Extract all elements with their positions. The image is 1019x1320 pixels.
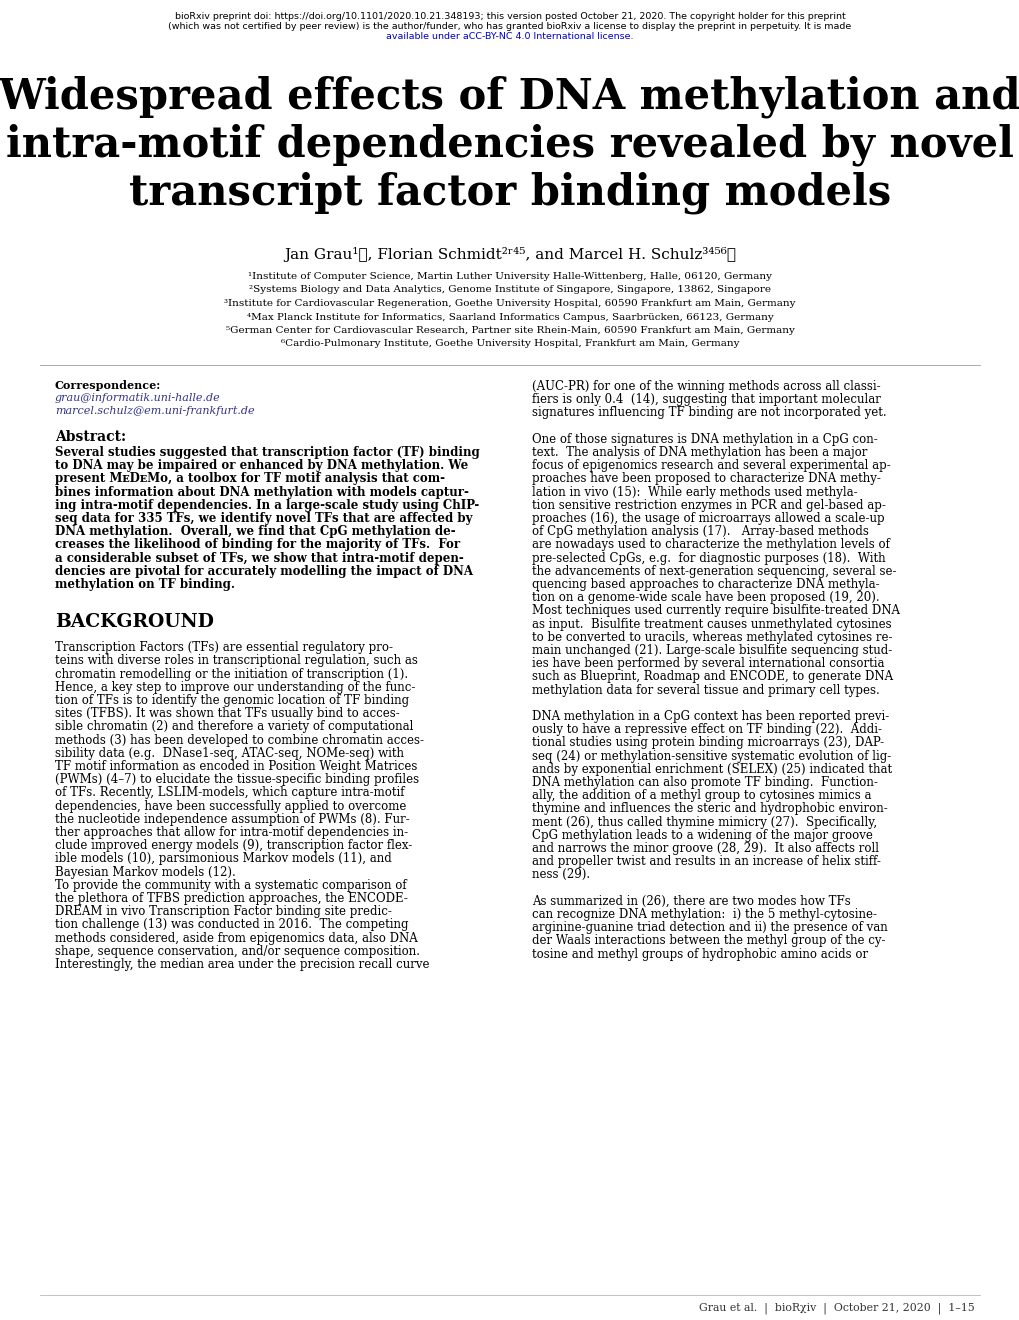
Text: methods considered, aside from epigenomics data, also DNA: methods considered, aside from epigenomi… xyxy=(55,932,418,945)
Text: of TFs. Recently, LSLIM-models, which capture intra-motif: of TFs. Recently, LSLIM-models, which ca… xyxy=(55,787,405,800)
Text: as input.  Bisulfite treatment causes unmethylated cytosines: as input. Bisulfite treatment causes unm… xyxy=(532,618,891,631)
Text: Widespread effects of DNA methylation and: Widespread effects of DNA methylation an… xyxy=(0,75,1019,117)
Text: ³Institute for Cardiovascular Regeneration, Goethe University Hospital, 60590 Fr: ³Institute for Cardiovascular Regenerati… xyxy=(224,300,795,308)
Text: such as Blueprint, Roadmap and ENCODE, to generate DNA: such as Blueprint, Roadmap and ENCODE, t… xyxy=(532,671,893,684)
Text: seq data for 335 TFs, we identify novel TFs that are affected by: seq data for 335 TFs, we identify novel … xyxy=(55,512,472,525)
Text: tion challenge (13) was conducted in 2016.  The competing: tion challenge (13) was conducted in 201… xyxy=(55,919,408,932)
Text: DREAM in vivo Transcription Factor binding site predic-: DREAM in vivo Transcription Factor bindi… xyxy=(55,906,391,919)
Text: DNA methylation in a CpG context has been reported previ-: DNA methylation in a CpG context has bee… xyxy=(532,710,889,723)
Text: Abstract:: Abstract: xyxy=(55,430,126,444)
Text: methods (3) has been developed to combine chromatin acces-: methods (3) has been developed to combin… xyxy=(55,734,424,747)
Text: arginine-guanine triad detection and ii) the presence of van: arginine-guanine triad detection and ii)… xyxy=(532,921,887,935)
Text: dencies are pivotal for accurately modelling the impact of DNA: dencies are pivotal for accurately model… xyxy=(55,565,473,578)
Text: der Waals interactions between the methyl group of the cy-: der Waals interactions between the methy… xyxy=(532,935,884,948)
Text: tion of TFs is to identify the genomic location of TF binding: tion of TFs is to identify the genomic l… xyxy=(55,694,409,708)
Text: main unchanged (21). Large-scale bisulfite sequencing stud-: main unchanged (21). Large-scale bisulfi… xyxy=(532,644,892,657)
Text: One of those signatures is DNA methylation in a CpG con-: One of those signatures is DNA methylati… xyxy=(532,433,877,446)
Text: ther approaches that allow for intra-motif dependencies in-: ther approaches that allow for intra-mot… xyxy=(55,826,408,840)
Text: TF motif information as encoded in Position Weight Matrices: TF motif information as encoded in Posit… xyxy=(55,760,417,774)
Text: and propeller twist and results in an increase of helix stiff-: and propeller twist and results in an in… xyxy=(532,855,880,869)
Text: tion sensitive restriction enzymes in PCR and gel-based ap-: tion sensitive restriction enzymes in PC… xyxy=(532,499,886,512)
Text: ⁴Max Planck Institute for Informatics, Saarland Informatics Campus, Saarbrücken,: ⁴Max Planck Institute for Informatics, S… xyxy=(247,313,772,322)
Text: of CpG methylation analysis (17).   Array-based methods: of CpG methylation analysis (17). Array-… xyxy=(532,525,868,539)
Text: creases the likelihood of binding for the majority of TFs.  For: creases the likelihood of binding for th… xyxy=(55,539,460,552)
Text: chromatin remodelling or the initiation of transcription (1).: chromatin remodelling or the initiation … xyxy=(55,668,408,681)
Text: proaches (16), the usage of microarrays allowed a scale-up: proaches (16), the usage of microarrays … xyxy=(532,512,883,525)
Text: Hence, a key step to improve our understanding of the func-: Hence, a key step to improve our underst… xyxy=(55,681,415,694)
Text: tional studies using protein binding microarrays (23), DAP-: tional studies using protein binding mic… xyxy=(532,737,883,750)
Text: clude improved energy models (9), transcription factor flex-: clude improved energy models (9), transc… xyxy=(55,840,412,853)
Text: proaches have been proposed to characterize DNA methy-: proaches have been proposed to character… xyxy=(532,473,880,486)
Text: methylation on TF binding.: methylation on TF binding. xyxy=(55,578,234,591)
Text: quencing based approaches to characterize DNA methyla-: quencing based approaches to characteriz… xyxy=(532,578,878,591)
Text: ²Systems Biology and Data Analytics, Genome Institute of Singapore, Singapore, 1: ²Systems Biology and Data Analytics, Gen… xyxy=(249,285,770,294)
Text: tosine and methyl groups of hydrophobic amino acids or: tosine and methyl groups of hydrophobic … xyxy=(532,948,867,961)
Text: the plethora of TFBS prediction approaches, the ENCODE-: the plethora of TFBS prediction approach… xyxy=(55,892,408,906)
Text: bines information about DNA methylation with models captur-: bines information about DNA methylation … xyxy=(55,486,469,499)
Text: Jan Grau¹✉, Florian Schmidt²ʳ⁴⁵, and Marcel H. Schulz³⁴⁵⁶✉: Jan Grau¹✉, Florian Schmidt²ʳ⁴⁵, and Mar… xyxy=(283,247,736,261)
Text: teins with diverse roles in transcriptional regulation, such as: teins with diverse roles in transcriptio… xyxy=(55,655,418,668)
Text: are nowadays used to characterize the methylation levels of: are nowadays used to characterize the me… xyxy=(532,539,889,552)
Text: transcript factor binding models: transcript factor binding models xyxy=(128,172,891,214)
Text: signatures influencing TF binding are not incorporated yet.: signatures influencing TF binding are no… xyxy=(532,407,886,420)
Text: Several studies suggested that transcription factor (TF) binding: Several studies suggested that transcrip… xyxy=(55,446,479,459)
Text: ing intra-motif dependencies. In a large-scale study using ChIP-: ing intra-motif dependencies. In a large… xyxy=(55,499,479,512)
Text: focus of epigenomics research and several experimental ap-: focus of epigenomics research and severa… xyxy=(532,459,890,473)
Text: present MᴇDᴇMo, a toolbox for TF motif analysis that com-: present MᴇDᴇMo, a toolbox for TF motif a… xyxy=(55,473,444,486)
Text: ally, the addition of a methyl group to cytosines mimics a: ally, the addition of a methyl group to … xyxy=(532,789,870,803)
Text: shape, sequence conservation, and/or sequence composition.: shape, sequence conservation, and/or seq… xyxy=(55,945,420,958)
Text: sible chromatin (2) and therefore a variety of computational: sible chromatin (2) and therefore a vari… xyxy=(55,721,413,734)
Text: lation in vivo (15):  While early methods used methyla-: lation in vivo (15): While early methods… xyxy=(532,486,857,499)
Text: seq (24) or methylation-sensitive systematic evolution of lig-: seq (24) or methylation-sensitive system… xyxy=(532,750,891,763)
Text: (PWMs) (4–7) to elucidate the tissue-specific binding profiles: (PWMs) (4–7) to elucidate the tissue-spe… xyxy=(55,774,419,787)
Text: DNA methylation.  Overall, we find that CpG methylation de-: DNA methylation. Overall, we find that C… xyxy=(55,525,455,539)
Text: to be converted to uracils, whereas methylated cytosines re-: to be converted to uracils, whereas meth… xyxy=(532,631,892,644)
Text: available under aCC-BY-NC 4.0 International license.: available under aCC-BY-NC 4.0 Internatio… xyxy=(386,32,633,41)
Text: fiers is only 0.4  (14), suggesting that important molecular: fiers is only 0.4 (14), suggesting that … xyxy=(532,393,880,407)
Text: sites (TFBS). It was shown that TFs usually bind to acces-: sites (TFBS). It was shown that TFs usua… xyxy=(55,708,399,721)
Text: Bayesian Markov models (12).: Bayesian Markov models (12). xyxy=(55,866,235,879)
Text: text.  The analysis of DNA methylation has been a major: text. The analysis of DNA methylation ha… xyxy=(532,446,866,459)
Text: Grau et al.  |  bioRχiv  |  October 21, 2020  |  1–15: Grau et al. | bioRχiv | October 21, 2020… xyxy=(699,1303,974,1315)
Text: ⁵German Center for Cardiovascular Research, Partner site Rhein-Main, 60590 Frank: ⁵German Center for Cardiovascular Resear… xyxy=(225,326,794,335)
Text: thymine and influences the steric and hydrophobic environ-: thymine and influences the steric and hy… xyxy=(532,803,887,816)
Text: Most techniques used currently require bisulfite-treated DNA: Most techniques used currently require b… xyxy=(532,605,899,618)
Text: the nucleotide independence assumption of PWMs (8). Fur-: the nucleotide independence assumption o… xyxy=(55,813,410,826)
Text: To provide the community with a systematic comparison of: To provide the community with a systemat… xyxy=(55,879,407,892)
Text: intra-motif dependencies revealed by novel: intra-motif dependencies revealed by nov… xyxy=(6,123,1013,165)
Text: ment (26), thus called thymine mimicry (27).  Specifically,: ment (26), thus called thymine mimicry (… xyxy=(532,816,876,829)
Text: As summarized in (26), there are two modes how TFs: As summarized in (26), there are two mod… xyxy=(532,895,850,908)
Text: tion on a genome-wide scale have been proposed (19, 20).: tion on a genome-wide scale have been pr… xyxy=(532,591,878,605)
Text: bioRxiv preprint doi: https://doi.org/10.1101/2020.10.21.348193; this version po: bioRxiv preprint doi: https://doi.org/10… xyxy=(174,12,845,21)
Text: grau@informatik.uni-halle.de: grau@informatik.uni-halle.de xyxy=(55,393,220,403)
Text: (which was not certified by peer review) is the author/funder, who has granted b: (which was not certified by peer review)… xyxy=(168,22,851,30)
Text: ⁶Cardio-Pulmonary Institute, Goethe University Hospital, Frankfurt am Main, Germ: ⁶Cardio-Pulmonary Institute, Goethe Univ… xyxy=(280,339,739,348)
Text: ands by exponential enrichment (SELEX) (25) indicated that: ands by exponential enrichment (SELEX) (… xyxy=(532,763,892,776)
Text: ness (29).: ness (29). xyxy=(532,869,590,882)
Text: the advancements of next-generation sequencing, several se-: the advancements of next-generation sequ… xyxy=(532,565,896,578)
Text: dependencies, have been successfully applied to overcome: dependencies, have been successfully app… xyxy=(55,800,406,813)
Text: marcel.schulz@em.uni-frankfurt.de: marcel.schulz@em.uni-frankfurt.de xyxy=(55,407,255,416)
Text: ously to have a repressive effect on TF binding (22).  Addi-: ously to have a repressive effect on TF … xyxy=(532,723,881,737)
Text: sibility data (e.g.  DNase1-seq, ATAC-seq, NOMe-seq) with: sibility data (e.g. DNase1-seq, ATAC-seq… xyxy=(55,747,404,760)
Text: ible models (10), parsimonious Markov models (11), and: ible models (10), parsimonious Markov mo… xyxy=(55,853,391,866)
Text: BACKGROUND: BACKGROUND xyxy=(55,614,214,631)
Text: and narrows the minor groove (28, 29).  It also affects roll: and narrows the minor groove (28, 29). I… xyxy=(532,842,878,855)
Text: (AUC-PR) for one of the winning methods across all classi-: (AUC-PR) for one of the winning methods … xyxy=(532,380,879,393)
Text: CpG methylation leads to a widening of the major groove: CpG methylation leads to a widening of t… xyxy=(532,829,872,842)
Text: ies have been performed by several international consortia: ies have been performed by several inter… xyxy=(532,657,883,671)
Text: can recognize DNA methylation:  i) the 5 methyl-cytosine-: can recognize DNA methylation: i) the 5 … xyxy=(532,908,876,921)
Text: Interestingly, the median area under the precision recall curve: Interestingly, the median area under the… xyxy=(55,958,429,972)
Text: Correspondence:: Correspondence: xyxy=(55,380,161,391)
Text: pre-selected CpGs, e.g.  for diagnostic purposes (18).  With: pre-selected CpGs, e.g. for diagnostic p… xyxy=(532,552,884,565)
Text: a considerable subset of TFs, we show that intra-motif depen-: a considerable subset of TFs, we show th… xyxy=(55,552,464,565)
Text: methylation data for several tissue and primary cell types.: methylation data for several tissue and … xyxy=(532,684,878,697)
Text: Transcription Factors (TFs) are essential regulatory pro-: Transcription Factors (TFs) are essentia… xyxy=(55,642,392,655)
Text: to DNA may be impaired or enhanced by DNA methylation. We: to DNA may be impaired or enhanced by DN… xyxy=(55,459,468,473)
Text: DNA methylation can also promote TF binding.  Function-: DNA methylation can also promote TF bind… xyxy=(532,776,877,789)
Text: ¹Institute of Computer Science, Martin Luther University Halle-Wittenberg, Halle: ¹Institute of Computer Science, Martin L… xyxy=(248,272,771,281)
